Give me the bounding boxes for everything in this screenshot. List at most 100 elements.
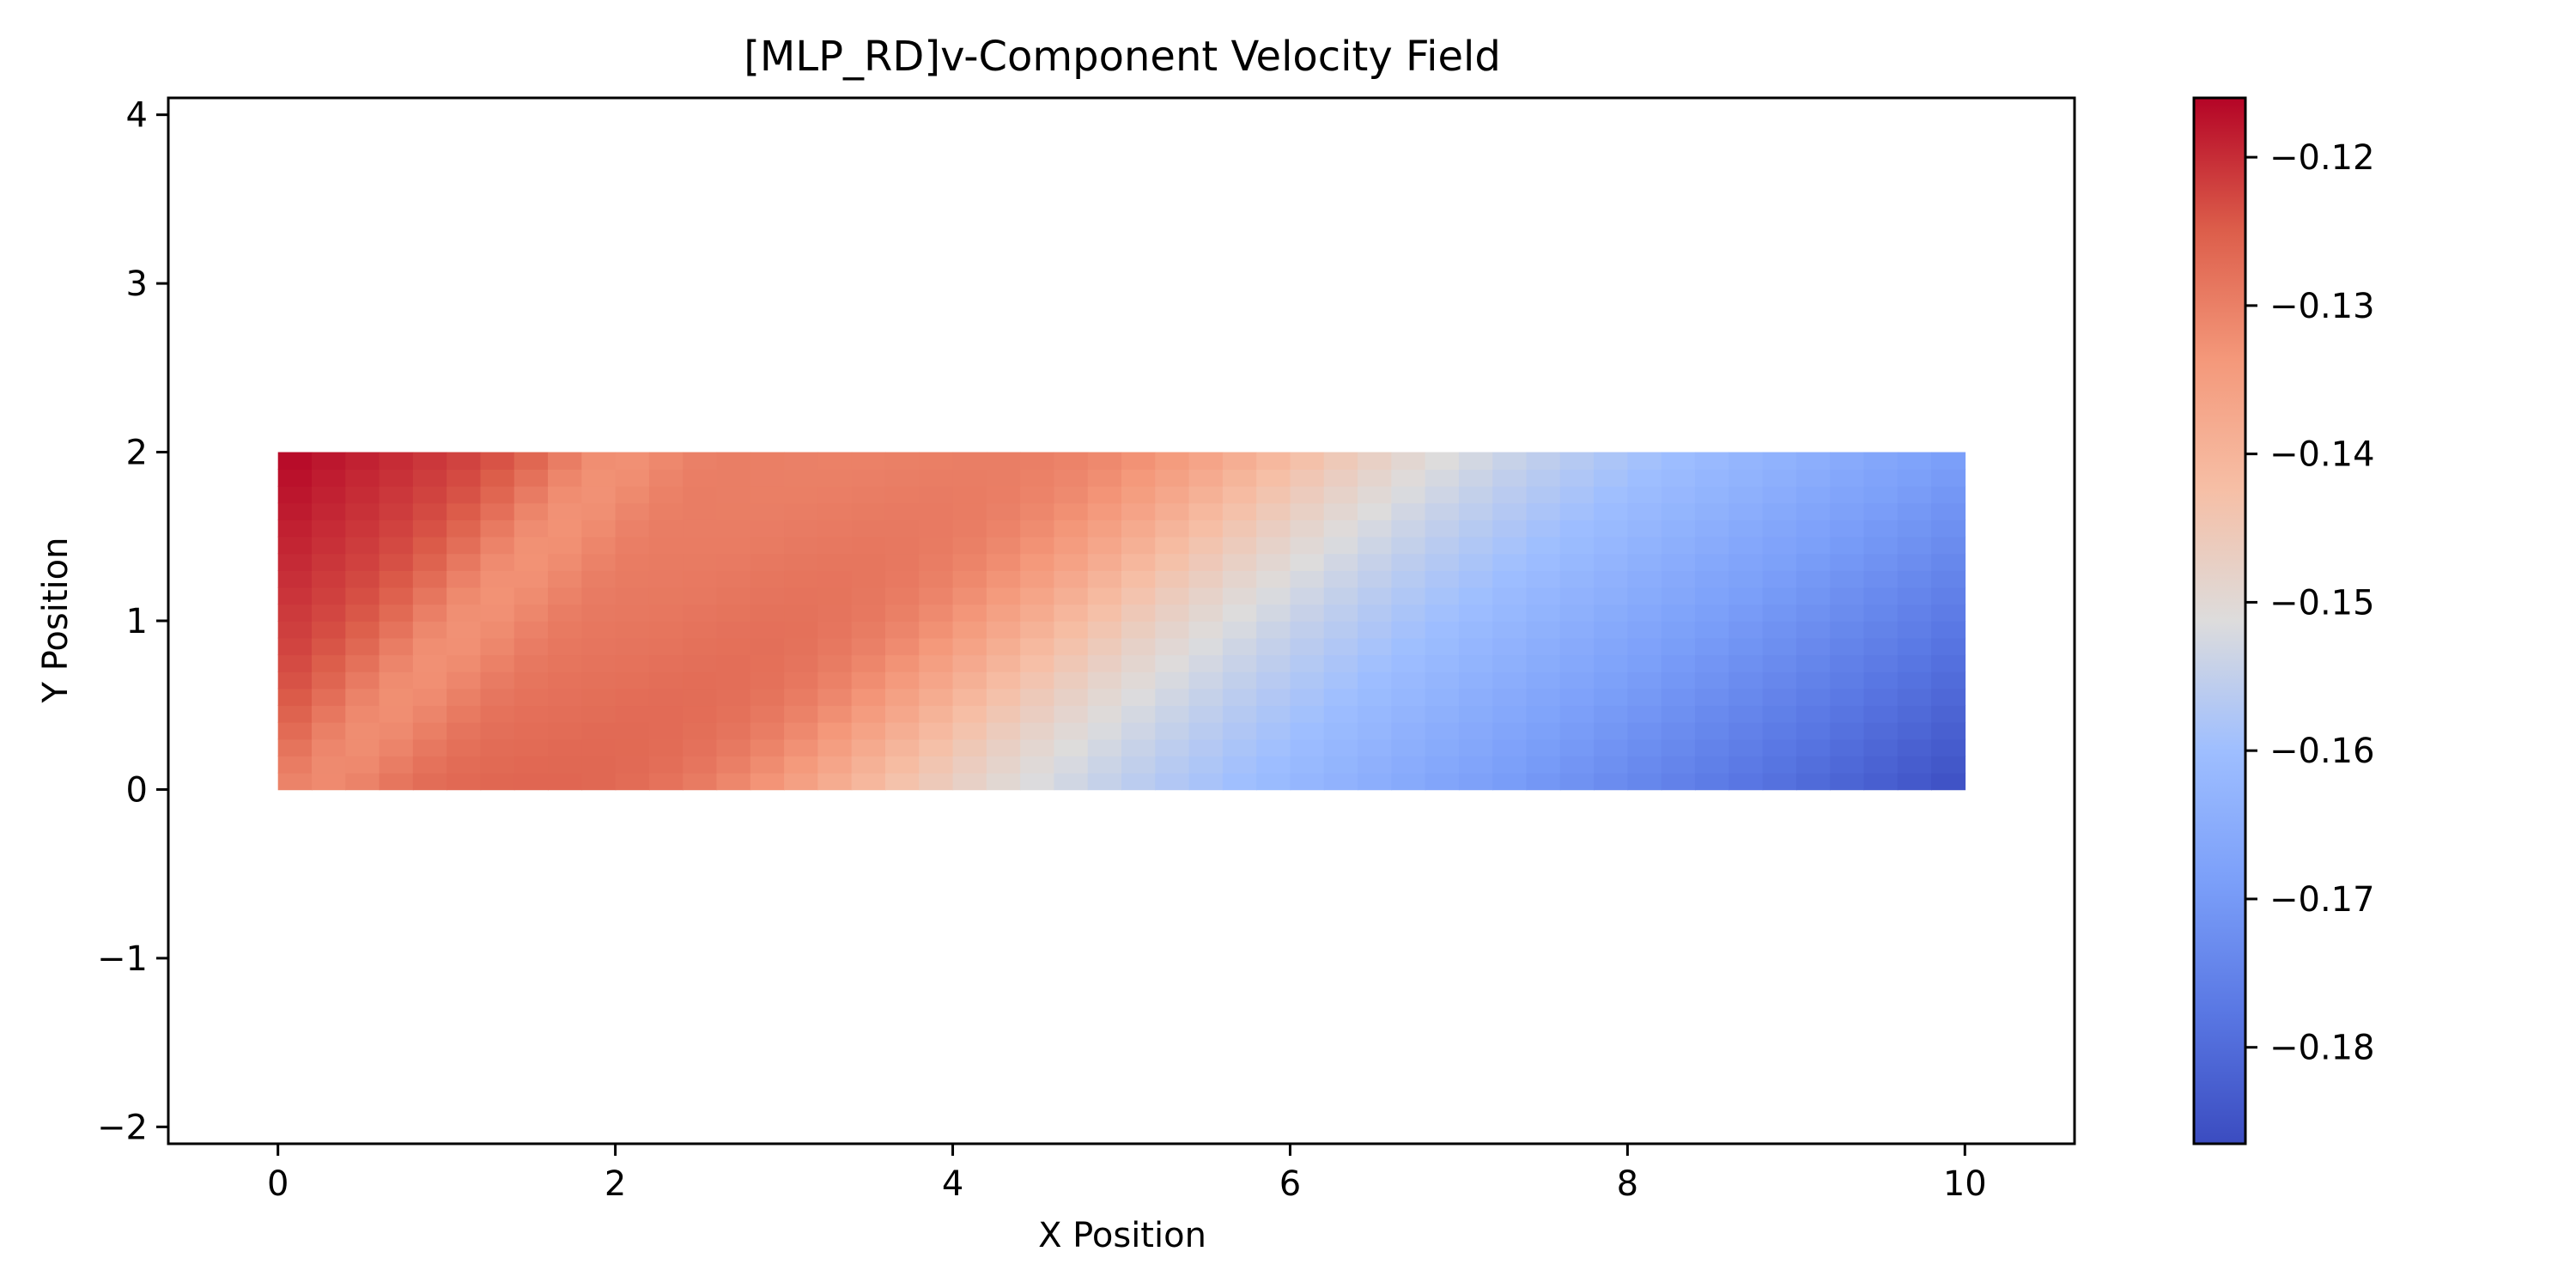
heatmap-cell xyxy=(1054,705,1089,723)
heatmap-cell xyxy=(851,688,886,707)
heatmap-cell xyxy=(1256,469,1291,487)
y-axis: −2 −1 0 1 2 3 4 xyxy=(97,96,168,1147)
heatmap-cell xyxy=(311,756,347,774)
heatmap-cell xyxy=(683,502,718,520)
heatmap-cell xyxy=(345,570,380,588)
heatmap-cell xyxy=(1931,536,1966,555)
heatmap-cell xyxy=(1155,604,1190,622)
heatmap-cell xyxy=(919,654,954,672)
heatmap-cell xyxy=(447,553,482,571)
y-tick-label: 0 xyxy=(126,770,148,810)
heatmap-cell xyxy=(1290,637,1325,656)
heatmap-cell xyxy=(1458,586,1494,605)
heatmap-cell xyxy=(1188,688,1224,707)
heatmap-cell xyxy=(311,519,347,538)
heatmap-cell xyxy=(1762,519,1797,538)
heatmap-cell xyxy=(1358,756,1393,774)
heatmap-cell xyxy=(1054,519,1089,538)
heatmap-cell xyxy=(1526,553,1561,571)
heatmap-cell xyxy=(1559,654,1595,672)
heatmap-cell xyxy=(986,738,1021,756)
heatmap-cell xyxy=(1526,502,1561,520)
heatmap-cell xyxy=(277,721,313,740)
heatmap-cell xyxy=(1323,738,1358,756)
heatmap-cell xyxy=(1661,621,1696,639)
heatmap-cell xyxy=(1661,570,1696,588)
heatmap-cell xyxy=(1559,705,1595,723)
heatmap-cell xyxy=(1863,553,1899,571)
heatmap-cell xyxy=(986,452,1021,470)
heatmap-cell xyxy=(683,721,718,740)
heatmap-cell xyxy=(817,705,853,723)
heatmap-cell xyxy=(1358,654,1393,672)
heatmap-cell xyxy=(952,772,987,791)
heatmap-cell xyxy=(513,721,549,740)
heatmap-cell xyxy=(919,502,954,520)
heatmap-cell xyxy=(1728,469,1764,487)
x-tick-label: 2 xyxy=(605,1164,626,1204)
heatmap-cell xyxy=(1863,586,1899,605)
heatmap-cell xyxy=(1559,637,1595,656)
heatmap-cell xyxy=(817,604,853,622)
heatmap-cell xyxy=(817,570,853,588)
heatmap-cell xyxy=(548,637,583,656)
heatmap-cell xyxy=(480,586,515,605)
heatmap-cell xyxy=(1222,469,1257,487)
heatmap-cell xyxy=(750,586,785,605)
heatmap-cell xyxy=(986,756,1021,774)
heatmap-cell xyxy=(311,570,347,588)
heatmap-cell xyxy=(1155,553,1190,571)
heatmap-cell xyxy=(716,621,751,639)
heatmap-cell xyxy=(1492,586,1528,605)
heatmap-cell xyxy=(1492,621,1528,639)
heatmap-cell xyxy=(548,452,583,470)
heatmap-cell xyxy=(784,637,819,656)
heatmap-cell xyxy=(1458,502,1494,520)
heatmap-cell xyxy=(1694,721,1730,740)
heatmap-cell xyxy=(1931,621,1966,639)
heatmap-cell xyxy=(345,604,380,622)
heatmap-cell xyxy=(716,688,751,707)
heatmap-cell xyxy=(1391,688,1426,707)
heatmap-cell xyxy=(1526,536,1561,555)
heatmap-cell xyxy=(480,671,515,690)
heatmap-cell xyxy=(1188,570,1224,588)
heatmap-cell xyxy=(1256,772,1291,791)
heatmap-cell xyxy=(817,721,853,740)
heatmap-cell xyxy=(480,621,515,639)
heatmap-cell xyxy=(1222,452,1257,470)
heatmap-cell xyxy=(1358,519,1393,538)
heatmap-cell xyxy=(513,637,549,656)
heatmap-cell xyxy=(683,654,718,672)
heatmap-cell xyxy=(1931,671,1966,690)
heatmap-cell xyxy=(379,772,414,791)
heatmap-cell xyxy=(1594,469,1629,487)
heatmap-cell xyxy=(581,772,617,791)
heatmap-cell xyxy=(1458,604,1494,622)
heatmap-cell xyxy=(1594,536,1629,555)
heatmap-cell xyxy=(1121,756,1157,774)
heatmap-cell xyxy=(1425,519,1460,538)
heatmap-cell xyxy=(1526,756,1561,774)
heatmap-cell xyxy=(412,738,447,756)
heatmap-cell xyxy=(548,721,583,740)
heatmap-cell xyxy=(1358,502,1393,520)
heatmap-cell xyxy=(1087,688,1122,707)
heatmap-cell xyxy=(1256,519,1291,538)
heatmap-cell xyxy=(1795,536,1831,555)
heatmap-cell xyxy=(1795,688,1831,707)
heatmap-cell xyxy=(1897,654,1932,672)
heatmap-cell xyxy=(1897,604,1932,622)
heatmap-cell xyxy=(851,519,886,538)
heatmap-cell xyxy=(1458,519,1494,538)
heatmap-cell xyxy=(615,502,650,520)
heatmap-cell xyxy=(480,570,515,588)
heatmap-cell xyxy=(1425,586,1460,605)
heatmap-cell xyxy=(1290,586,1325,605)
heatmap-cell xyxy=(1358,553,1393,571)
heatmap-cell xyxy=(513,756,549,774)
heatmap-cell xyxy=(919,738,954,756)
heatmap-cell xyxy=(1559,756,1595,774)
heatmap-cell xyxy=(648,637,684,656)
heatmap-cell xyxy=(1830,756,1865,774)
